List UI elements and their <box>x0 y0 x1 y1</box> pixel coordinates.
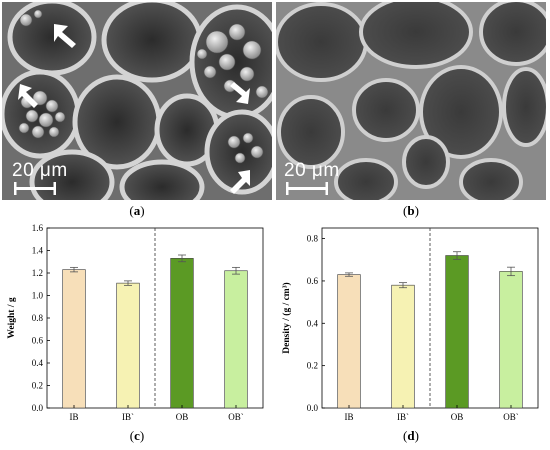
bar-IB-prime <box>116 282 140 409</box>
chart-density: 0.0 0.2 0.4 0.6 0.8 Density / (g / cm³) IB IB` O… <box>275 222 550 422</box>
chart-weight-svg: 0.0 0.2 0.4 0.6 0.8 1.0 1.2 1.4 1.6 Weight / g IB I… <box>7 223 264 422</box>
y-tick-label: 0.8 <box>307 234 319 244</box>
bar-OB-prime <box>499 271 523 409</box>
y-tick-label: 0.4 <box>32 358 44 368</box>
x-tick-label: OB <box>176 412 189 422</box>
scale-bar-label-b: 20 μm <box>284 160 340 181</box>
x-tick-label: IB <box>345 412 354 422</box>
x-tick-label: IB` <box>397 412 409 422</box>
y-tick-label: 1.6 <box>32 223 44 233</box>
x-tick-label: OB` <box>503 412 519 422</box>
y-tick-label: 0.0 <box>32 403 44 413</box>
y-tick-label: 0.6 <box>307 276 319 286</box>
bar-OB <box>445 255 469 409</box>
y-axis-label: Density / (g / cm³) <box>281 282 292 353</box>
y-tick-label: 0.8 <box>32 313 44 323</box>
y-tick-label: 1.0 <box>32 291 44 301</box>
sem-image-a: 20 μm <box>2 2 272 200</box>
x-tick-label: OB` <box>228 412 244 422</box>
chart-density-svg: 0.0 0.2 0.4 0.6 0.8 Density / (g / cm³) IB IB` O… <box>281 227 539 422</box>
bar-IB <box>62 269 86 409</box>
x-tick-label: OB <box>451 412 464 422</box>
panel-label-b: (b) <box>403 203 419 218</box>
panel-label-d: (d) <box>403 428 419 443</box>
y-tick-label: 1.2 <box>32 268 43 278</box>
bar-IB <box>337 274 361 409</box>
bar-OB <box>170 258 194 409</box>
y-axis-label: Weight / g <box>7 297 17 338</box>
x-tick-label: IB <box>70 412 79 422</box>
panel-label-a: (a) <box>129 203 145 218</box>
y-tick-label: 0.2 <box>307 361 318 371</box>
sem-image-b: 20 μm <box>276 2 546 200</box>
scale-bar-label-a: 20 μm <box>12 160 68 181</box>
y-tick-label: 0.4 <box>307 318 319 328</box>
y-tick-label: 0.2 <box>32 381 43 391</box>
y-tick-label: 1.4 <box>32 246 44 256</box>
y-tick-label: 0.6 <box>32 336 44 346</box>
x-tick-label: IB` <box>122 412 134 422</box>
bar-IB-prime <box>391 284 415 409</box>
chart-weight: 0.0 0.2 0.4 0.6 0.8 1.0 1.2 1.4 1.6 Weight / g IB I… <box>0 222 275 422</box>
y-tick-label: 0.0 <box>307 403 319 413</box>
bar-OB-prime <box>224 270 248 409</box>
panel-label-c: (c) <box>129 428 145 443</box>
